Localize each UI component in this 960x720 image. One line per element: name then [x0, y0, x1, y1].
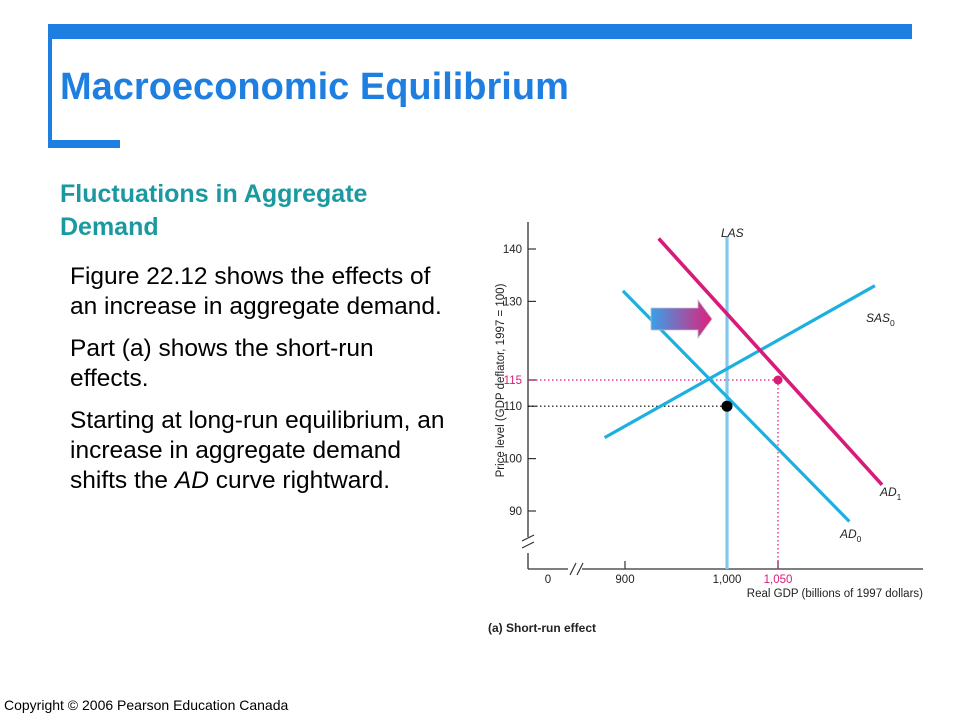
left-accent-bar [48, 24, 52, 148]
slide-subtitle: Fluctuations in Aggregate Demand [60, 180, 368, 241]
x-origin-label: 0 [545, 574, 551, 586]
x-axis-label: Real GDP (billions of 1997 dollars) [747, 588, 923, 600]
x-tick-label-900: 900 [615, 574, 634, 586]
paragraph-3: Starting at long-run equilibrium, an inc… [70, 406, 455, 496]
y-axis-label: Price level (GDP deflator, 1997 = 100) [495, 283, 507, 477]
slide-title: Macroeconomic Equilibrium [60, 66, 569, 108]
equilibrium-point-0 [721, 400, 733, 412]
paragraph-3-emphasis: AD [174, 467, 209, 494]
top-accent-bar [48, 24, 912, 39]
chart-caption: (a) Short-run effect [488, 621, 596, 635]
y-tick-label-100: 100 [503, 454, 522, 466]
curve-label-sub-ad1: 1 [897, 492, 902, 502]
curve-label-ad1: AD1 [879, 485, 902, 502]
x-axis-break-1 [569, 562, 577, 576]
curve-label-las: LAS [721, 226, 744, 240]
body-text: Figure 22.12 shows the effects of an inc… [70, 262, 455, 508]
y-tick-label-90: 90 [509, 506, 522, 518]
title-underline-accent [48, 140, 120, 148]
y-tick-label-140: 140 [503, 244, 522, 256]
y-tick-label-130: 130 [503, 296, 522, 308]
x-axis-break-2 [576, 562, 584, 576]
curve-ad1 [657, 237, 884, 487]
equilibrium-point-1 [773, 375, 783, 385]
paragraph-1: Figure 22.12 shows the effects of an inc… [70, 263, 442, 320]
x-tick-label-1050: 1,050 [764, 574, 793, 586]
y-tick-label-110: 110 [504, 401, 522, 413]
copyright-notice: Copyright © 2006 Pearson Education Canad… [4, 697, 289, 713]
paragraph-3-end: curve rightward. [208, 467, 391, 494]
shift-arrow [650, 298, 713, 340]
curve-label-sub-ad0: 0 [857, 534, 862, 544]
y-axis-break-1 [521, 534, 535, 542]
curve-label-sas0: SAS0 [866, 311, 895, 328]
paragraph-2: Part (a) shows the short-run effects. [70, 335, 374, 392]
paragraph-3-start: Starting at long-run equilibrium, an inc… [70, 407, 445, 494]
curve-sas0 [603, 284, 876, 440]
x-tick-label-1000: 1,000 [713, 574, 742, 586]
curve-label-ad0: AD0 [839, 527, 862, 544]
curve-label-sub-sas0: 0 [890, 318, 895, 328]
y-tick-label-115: 115 [504, 375, 522, 387]
y-axis-break-2 [521, 541, 535, 549]
